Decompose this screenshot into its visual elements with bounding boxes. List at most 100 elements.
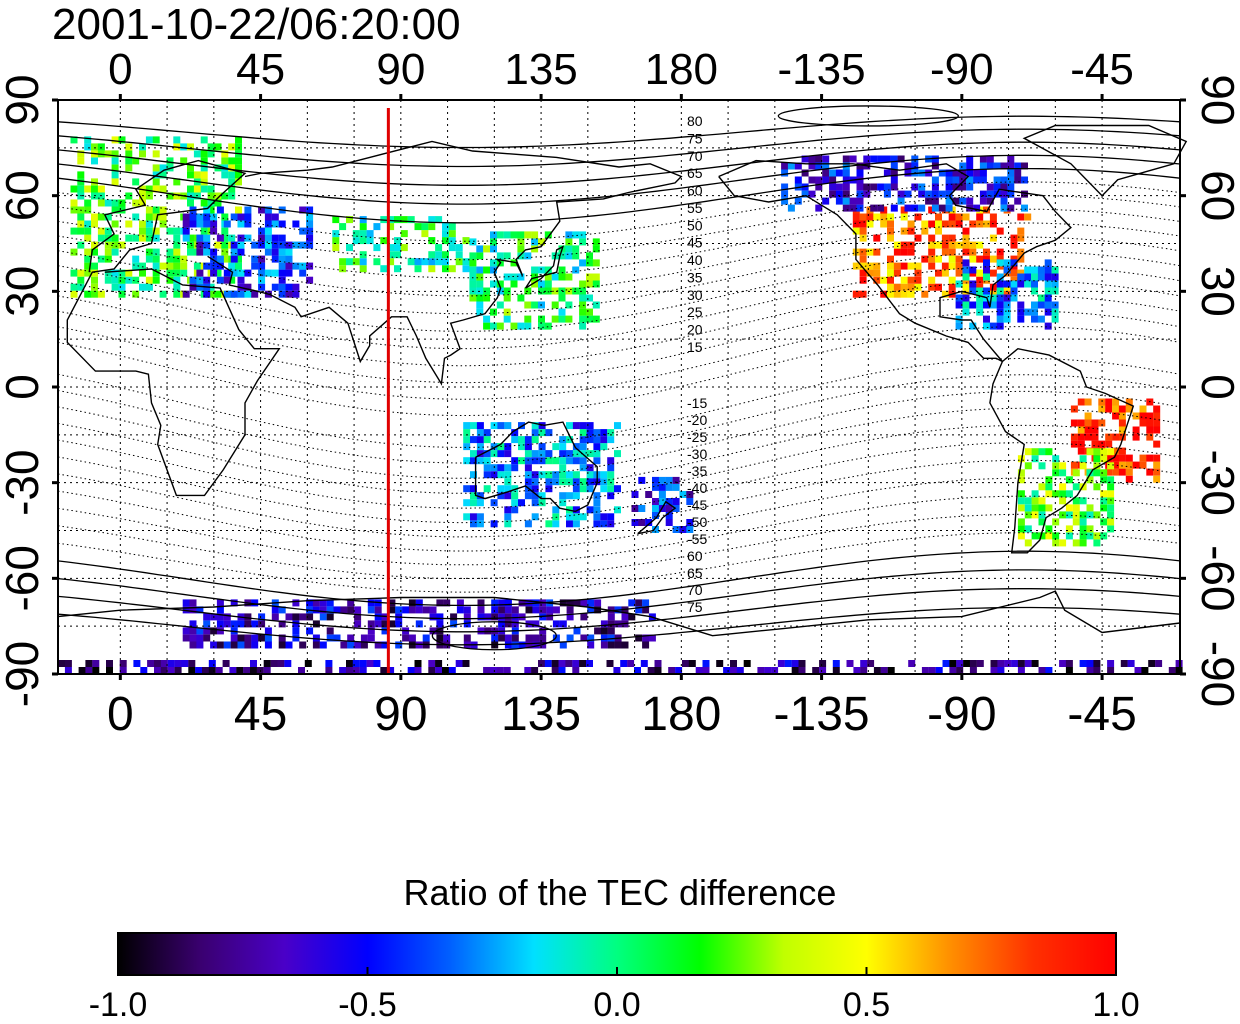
tec-cell	[688, 660, 696, 667]
tec-cell	[614, 450, 621, 458]
tec-cell	[258, 276, 266, 284]
tec-cell	[835, 169, 843, 177]
tec-cell	[200, 157, 208, 165]
tec-cell	[900, 283, 908, 291]
tec-cell	[1044, 280, 1052, 288]
tec-cell	[989, 269, 997, 277]
tec-cell	[359, 667, 367, 674]
tec-cell	[504, 485, 512, 493]
tec-cell	[524, 231, 532, 239]
tec-cell	[312, 599, 320, 607]
tec-cell	[306, 241, 314, 249]
tec-cell	[654, 660, 662, 667]
tec-cell	[352, 667, 360, 674]
tec-cell	[111, 150, 119, 158]
tec-cell	[545, 471, 553, 479]
tec-cell	[407, 667, 415, 674]
tec-cell	[388, 620, 396, 628]
tec-cell	[111, 136, 119, 144]
tec-cell	[873, 262, 881, 270]
tec-cell	[849, 155, 857, 163]
tec-cell	[941, 241, 949, 249]
tec-cell	[579, 287, 587, 295]
tec-cell	[883, 190, 891, 198]
tec-cell	[140, 667, 148, 674]
tec-cell	[359, 223, 367, 231]
tec-cell	[511, 499, 519, 507]
tec-cell	[593, 506, 601, 514]
tec-cell	[414, 265, 422, 273]
tec-cell	[187, 234, 194, 242]
tec-cell	[346, 660, 353, 667]
tec-cell	[159, 164, 167, 172]
tec-cell	[469, 266, 477, 274]
tec-cell	[476, 252, 484, 260]
tec-cell	[969, 280, 977, 288]
tec-cell	[1017, 518, 1025, 526]
tec-cell	[1079, 660, 1087, 667]
tec-cell	[558, 252, 566, 260]
contour-label: 45	[687, 235, 703, 251]
tec-cell	[503, 273, 511, 281]
tec-cell	[1153, 475, 1161, 483]
tec-cell	[145, 136, 153, 144]
tec-cell	[1077, 419, 1085, 427]
tec-cell	[887, 234, 894, 242]
tec-cell	[374, 613, 382, 621]
tec-cell	[278, 606, 286, 614]
tec-cell	[360, 641, 368, 649]
tec-cell	[1148, 660, 1156, 667]
tec-cell	[118, 269, 126, 277]
tec-cell	[1118, 461, 1126, 469]
lon-tick-bottom	[399, 674, 403, 680]
tec-cell	[907, 227, 915, 235]
tec-cell	[621, 641, 629, 649]
tec-cell	[166, 269, 174, 277]
tec-cell	[504, 620, 512, 628]
tec-cell	[544, 287, 552, 295]
tec-cell	[1031, 301, 1038, 309]
tec-cell	[312, 606, 320, 614]
tec-cell	[476, 294, 484, 302]
tec-cell	[579, 308, 587, 316]
tec-cell	[565, 245, 573, 253]
tec-cell	[572, 422, 580, 430]
tec-cell	[104, 150, 112, 158]
tec-cell	[531, 238, 539, 246]
tec-cell	[996, 308, 1004, 316]
tec-cell	[354, 641, 362, 649]
tec-cell	[229, 667, 237, 674]
tec-cell	[435, 258, 443, 266]
tec-cell	[1044, 273, 1052, 281]
tec-cell	[1024, 539, 1032, 547]
tec-cell	[277, 660, 285, 667]
tec-cell	[832, 660, 840, 667]
tec-cell	[244, 634, 252, 642]
tec-cell	[70, 136, 78, 144]
tec-cell	[1118, 433, 1126, 441]
tec-cell	[730, 660, 737, 667]
tec-cell	[1059, 490, 1067, 498]
tec-cell	[627, 660, 635, 667]
tec-cell	[586, 259, 593, 267]
tec-cell	[235, 136, 242, 144]
tec-cell	[955, 255, 963, 263]
tec-cell	[387, 244, 395, 252]
tec-cell	[1014, 169, 1022, 177]
tec-cell	[173, 234, 181, 242]
tec-cell	[414, 660, 422, 667]
tec-cell	[787, 204, 795, 212]
tec-cell	[573, 627, 581, 635]
tec-cell	[736, 667, 744, 674]
tec-cell	[955, 269, 963, 277]
tec-cell	[531, 457, 539, 465]
tec-cell	[408, 606, 416, 614]
tec-cell	[319, 613, 327, 621]
tec-cell	[587, 599, 595, 607]
tec-cell	[672, 476, 680, 484]
tec-cell	[483, 315, 491, 323]
tec-cell	[463, 422, 471, 430]
tec-cell	[214, 241, 222, 249]
tec-cell	[607, 492, 615, 500]
tec-cell	[469, 294, 477, 302]
